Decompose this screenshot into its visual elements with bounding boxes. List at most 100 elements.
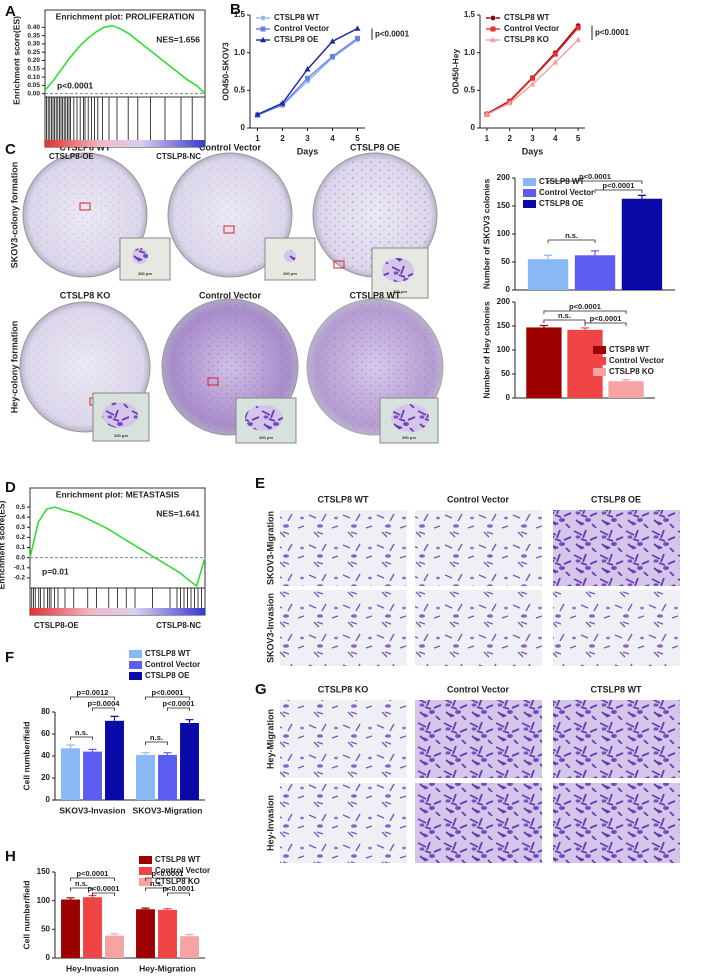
bar [527,259,569,290]
group-label: CTSLP8-NC [156,621,201,630]
annotation: p<0.0001 [579,172,611,181]
y-tick-label: 1.5 [464,10,476,19]
inset [264,237,316,281]
error-bar [110,933,119,936]
x-tick-label: SKOV3-Migration [133,805,203,815]
row-label: Hey-colony formation [9,321,19,414]
colony-plates: 300 μm 300 μm 300 μm 300 μm 300 μm 300 μ… [19,152,444,444]
x-tick-label: SKOV3-Invasion [59,805,125,815]
annotation: p<0.0001 [590,314,622,323]
legend-swatch [593,368,606,376]
chart-title: Enrichment plot: METASTASIS [56,489,180,499]
legend-label: Control Vector [609,356,664,365]
y-tick-label: 40 [41,751,50,760]
panel-label: H [5,848,16,865]
inset [371,247,429,299]
error-bar [66,744,75,749]
es-curve [44,24,206,95]
y-axis-label: Cell number/field [21,881,31,950]
error-bar [544,254,553,260]
legend-label: CTSLP8 OE [539,199,584,208]
annotation: p<0.0001 [375,29,410,38]
annotation: n.s. [565,231,578,240]
y-tick-label: 0 [506,285,511,294]
y-tick-label: 1.0 [464,48,476,57]
annotation-bracket [167,707,190,711]
error-bar [185,933,194,937]
column-title: CTSLP8 KO [60,290,111,300]
y-tick-label: 20 [41,773,50,782]
y-tick-label: 0.3 [16,524,25,531]
plate-colonies [27,157,143,273]
y-tick-label: 150 [497,201,511,210]
x-tick-label: 3 [530,134,535,143]
legend-swatch [139,856,152,864]
scale-bar-label: 300 μm [259,435,273,440]
annotation: p<0.0001 [77,869,109,878]
error-bar [622,379,631,382]
inset [235,397,297,444]
bar [621,198,663,290]
legend-swatch [139,867,152,875]
y-tick-label: 0.5 [16,504,25,511]
legend-label: CTSLP8 KO [155,877,200,886]
zoom-box [79,202,91,211]
legend-marker [490,26,496,32]
x-tick-label: 5 [355,134,360,143]
y-tick-label: 0.40 [27,24,40,31]
point [552,59,559,65]
y-tick-label: 60 [41,729,50,738]
panel-label: B [230,1,241,18]
scale-bar-label: 300 μm [393,289,407,294]
legend-label: CTSLP8 WT [539,177,584,186]
annotation: NES=1.656 [156,34,200,44]
bar [105,720,124,800]
y-tick-label: 0.2 [16,534,25,541]
x-tick-label: Hey-Invasion [66,963,119,973]
y-tick-label: 0.30 [27,41,40,48]
rank-gradient [30,608,205,615]
error-bar [539,324,548,328]
y-tick-label: 0.20 [27,57,40,64]
micrograph [553,590,680,666]
y-tick-label: 80 [41,707,50,716]
y-tick-label: 50 [501,369,510,378]
inset [119,237,171,281]
plate-colonies [317,157,433,273]
annotation: n.s. [75,879,88,888]
bar [105,935,124,958]
point [279,99,286,106]
micrographs [280,510,680,863]
legend-swatch [129,661,142,669]
y-tick-label: 100 [37,896,51,905]
annotation: p<0.0001 [595,28,630,37]
legend-label: CTSLP8 WT [274,13,319,22]
y-tick-label: 150 [497,321,511,330]
error-bar [66,897,75,900]
panel-label: G [255,681,267,698]
y-axis-label: Number of Hey colonies [481,301,491,399]
legend-swatch [129,650,142,658]
column-title: CTSLP8 WT [591,684,643,694]
annotation: p<0.0001 [603,181,635,190]
legend-swatch [523,178,536,186]
annotation: n.s. [558,311,571,320]
x-tick-label: 2 [280,134,285,143]
x-tick-label: 3 [305,134,310,143]
row-label: SKOV3-Migration [265,511,275,585]
y-tick-label: 0 [506,393,511,402]
annotation-bracket [145,696,190,700]
annotation-bracket [70,696,115,700]
point [305,75,310,81]
annotation: p<0.0001 [163,699,195,708]
legend-label: Control Vector [145,660,200,669]
es-curve [29,506,206,588]
error-bar [581,327,589,330]
bar [61,748,80,800]
error-bar [591,250,599,256]
error-bar [110,715,119,721]
y-tick-label: 0 [46,795,51,804]
column-title: Control Vector [199,290,262,300]
legend-marker [260,36,266,43]
y-tick-label: 0.10 [27,74,40,81]
